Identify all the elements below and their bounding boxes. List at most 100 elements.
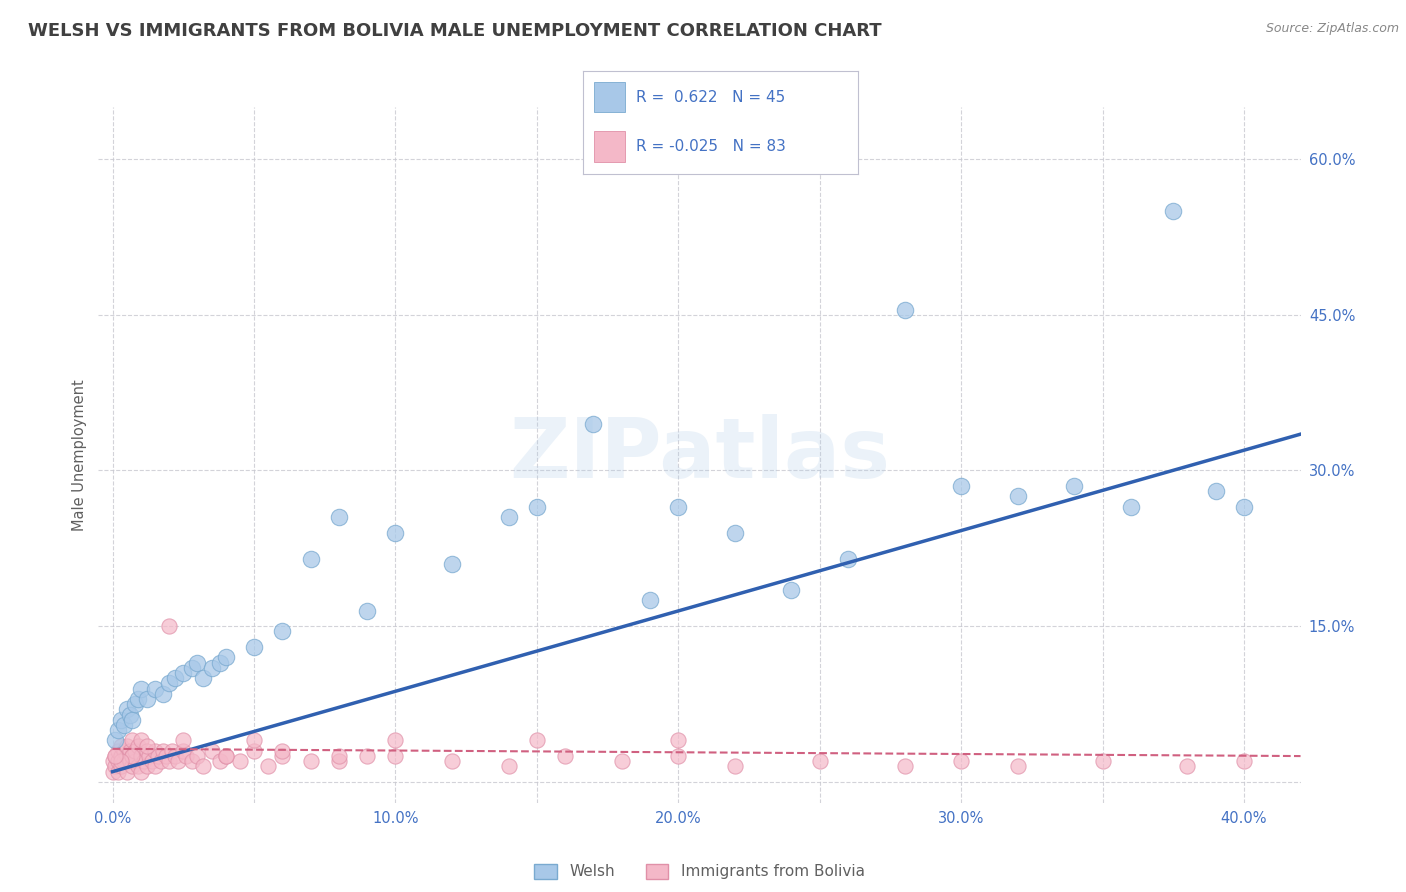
Point xyxy=(107,723,129,738)
Point xyxy=(124,697,146,711)
Point xyxy=(328,510,350,524)
Point xyxy=(110,739,132,753)
Text: WELSH VS IMMIGRANTS FROM BOLIVIA MALE UNEMPLOYMENT CORRELATION CHART: WELSH VS IMMIGRANTS FROM BOLIVIA MALE UN… xyxy=(28,22,882,40)
Point xyxy=(440,557,463,571)
Point xyxy=(209,656,232,670)
Point xyxy=(112,744,135,758)
Point xyxy=(1091,754,1114,768)
Point xyxy=(191,671,214,685)
Point xyxy=(129,733,152,747)
Point xyxy=(950,754,973,768)
Point xyxy=(893,759,915,773)
Point xyxy=(186,749,208,764)
Point xyxy=(172,665,194,680)
Point xyxy=(129,749,152,764)
Point xyxy=(1161,203,1184,218)
Point xyxy=(138,749,160,764)
Point xyxy=(118,707,141,722)
Point xyxy=(127,692,149,706)
Point xyxy=(110,749,132,764)
Point xyxy=(129,764,152,779)
Point xyxy=(257,759,280,773)
Point xyxy=(104,759,127,773)
Point xyxy=(1233,500,1256,514)
Point xyxy=(780,582,803,597)
Point xyxy=(101,754,124,768)
Point xyxy=(121,713,143,727)
Point xyxy=(112,718,135,732)
Point xyxy=(498,759,520,773)
Y-axis label: Male Unemployment: Male Unemployment xyxy=(72,379,87,531)
Point xyxy=(143,759,166,773)
Point xyxy=(1007,490,1029,504)
Text: Source: ZipAtlas.com: Source: ZipAtlas.com xyxy=(1265,22,1399,36)
Point xyxy=(127,739,149,753)
Point xyxy=(135,759,157,773)
Bar xyxy=(595,81,624,112)
Point xyxy=(104,749,127,764)
Text: ZIPatlas: ZIPatlas xyxy=(509,415,890,495)
Point xyxy=(104,749,127,764)
Point xyxy=(1205,484,1227,499)
Point xyxy=(554,749,576,764)
Point xyxy=(157,676,180,690)
Point xyxy=(115,749,138,764)
Point xyxy=(121,759,143,773)
Point xyxy=(141,754,163,768)
Point xyxy=(191,759,214,773)
Point xyxy=(115,702,138,716)
Point xyxy=(356,604,378,618)
Point xyxy=(215,749,238,764)
Point xyxy=(950,479,973,493)
Point xyxy=(200,744,222,758)
Point xyxy=(115,739,138,753)
Point xyxy=(172,744,194,758)
Point xyxy=(115,764,138,779)
Point xyxy=(1177,759,1199,773)
Point xyxy=(143,744,166,758)
Point xyxy=(107,754,129,768)
Point xyxy=(155,749,177,764)
Point xyxy=(149,754,172,768)
Point xyxy=(107,744,129,758)
Point xyxy=(110,754,132,768)
Point xyxy=(893,302,915,317)
Point xyxy=(1007,759,1029,773)
Point xyxy=(724,525,747,540)
Point xyxy=(160,744,183,758)
Point xyxy=(666,749,689,764)
Point xyxy=(271,744,294,758)
Text: R =  0.622   N = 45: R = 0.622 N = 45 xyxy=(636,89,785,104)
Point xyxy=(172,733,194,747)
Point xyxy=(132,754,155,768)
Point xyxy=(808,754,831,768)
Point xyxy=(1063,479,1085,493)
Point xyxy=(243,744,266,758)
Point xyxy=(498,510,520,524)
Point xyxy=(146,749,169,764)
Point xyxy=(163,671,186,685)
Point xyxy=(200,661,222,675)
Point xyxy=(152,744,174,758)
Point xyxy=(118,744,141,758)
Point xyxy=(127,759,149,773)
Point xyxy=(299,754,322,768)
Point xyxy=(1233,754,1256,768)
Point xyxy=(271,624,294,639)
Point xyxy=(243,733,266,747)
Point xyxy=(157,754,180,768)
Point xyxy=(157,619,180,633)
Point xyxy=(143,681,166,696)
Legend: Welsh, Immigrants from Bolivia: Welsh, Immigrants from Bolivia xyxy=(529,857,870,886)
Point xyxy=(118,754,141,768)
Point xyxy=(666,733,689,747)
Point xyxy=(121,749,143,764)
Point xyxy=(135,739,157,753)
Point xyxy=(129,681,152,696)
Point xyxy=(124,754,146,768)
Bar xyxy=(595,131,624,161)
Point xyxy=(526,500,548,514)
Point xyxy=(215,749,238,764)
Point xyxy=(135,692,157,706)
Point xyxy=(121,749,143,764)
